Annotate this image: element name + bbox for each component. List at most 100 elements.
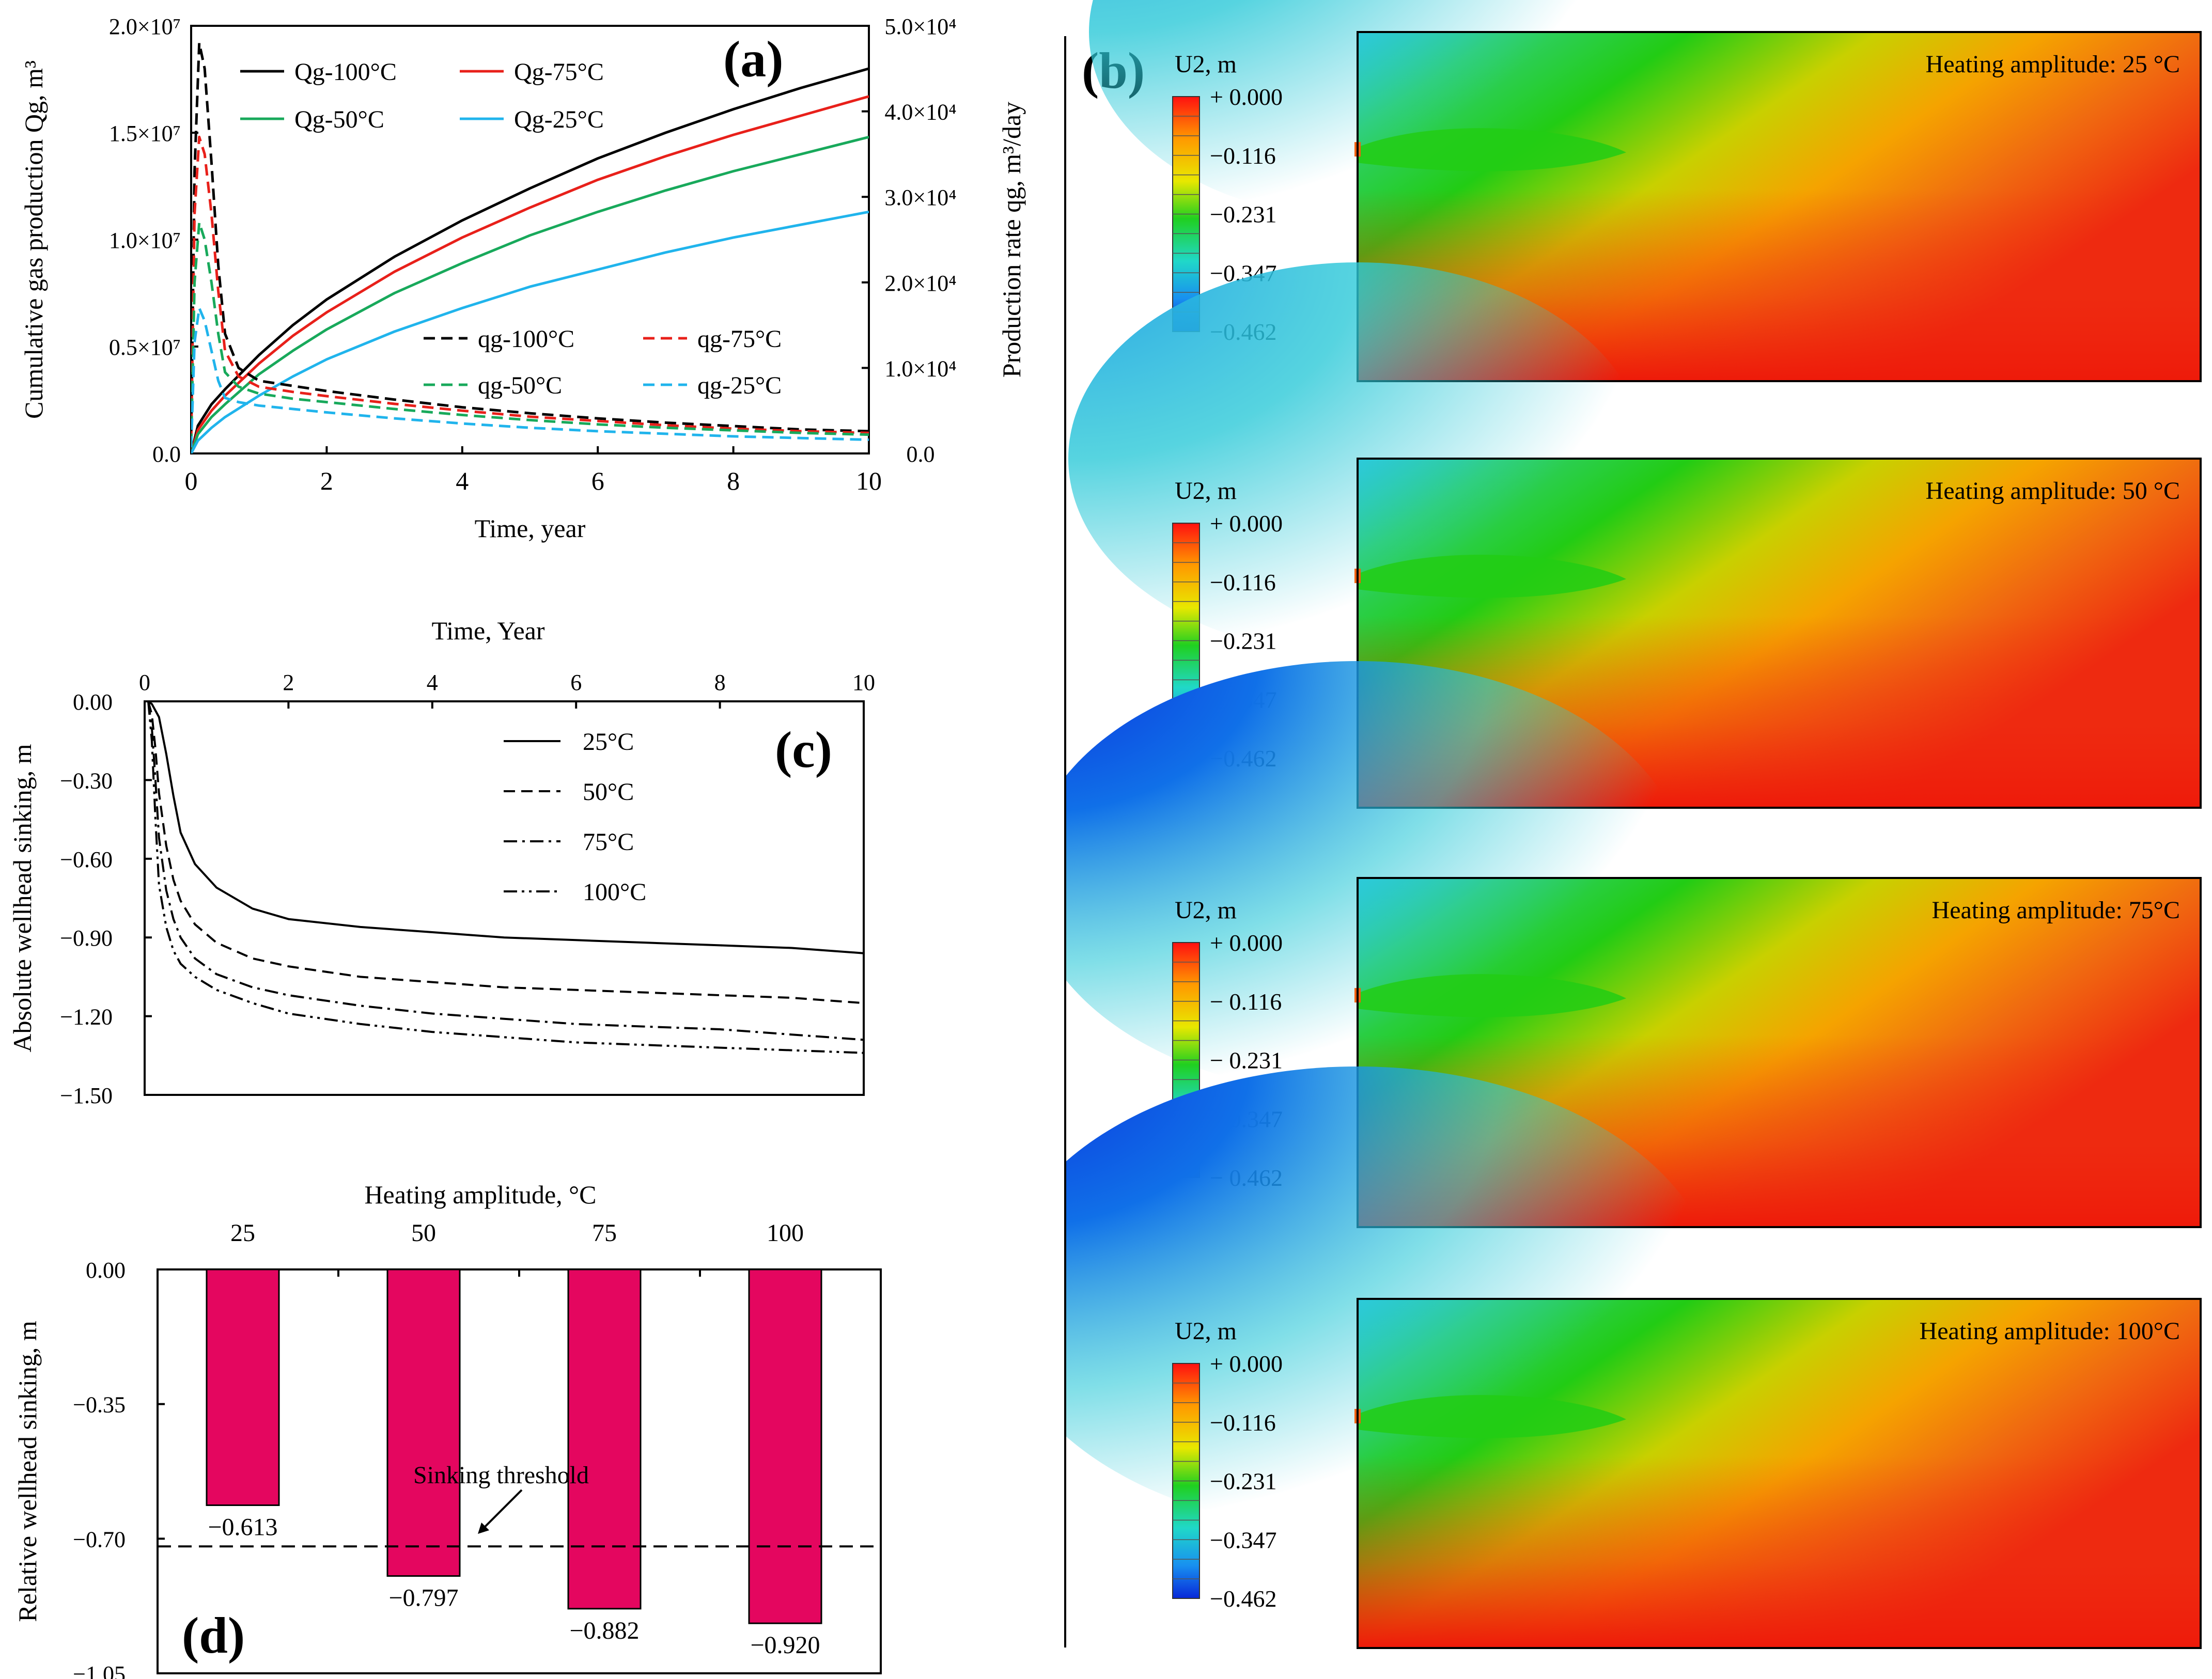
contour-green-lobe (1358, 1395, 1626, 1438)
chart-d-value-label: −0.920 (750, 1631, 820, 1659)
chart-d-value-label: −0.882 (569, 1617, 639, 1644)
legend-tick-label: −0.231 (1210, 1468, 1276, 1495)
chart-c-legend-label: 75°C (583, 828, 634, 856)
threshold-arrow-line (482, 1489, 523, 1530)
chart-c-ytick-label: −0.60 (60, 847, 113, 872)
chart-c-series-line (147, 701, 864, 1054)
legend-tick-label: −0.116 (1210, 143, 1276, 169)
chart-c: 0 2 4 6 8 10 0.00 −0.30 −0.60 −0.90 −1.20 −1.50 25°… (8, 616, 875, 1108)
chart-a-ylabel-right: Production rate qg, m³/day (997, 102, 1026, 378)
contour-frame (1357, 877, 2202, 1228)
contour-frame (1357, 31, 2202, 382)
legend-tick-label: −0.462 (1210, 1586, 1276, 1612)
chart-a-legend-label: Qg-100°C (294, 58, 397, 86)
chart-a-xtick-label: 6 (591, 466, 604, 495)
chart-a-series-line (191, 67, 869, 453)
chart-d-bar (567, 1268, 642, 1610)
contour-title: Heating amplitude: 50 °C (1926, 477, 2180, 505)
chart-d-bar (386, 1268, 461, 1577)
chart-c-series-line (147, 700, 864, 954)
legend-tick-label: −0.116 (1210, 569, 1276, 595)
chart-c-panel-label: (c) (775, 721, 832, 778)
legend-title: U2, m (1175, 51, 1237, 78)
chart-a-legend-label: qg-50°C (478, 372, 562, 399)
legend-tick-label: − 0.231 (1210, 1047, 1283, 1074)
chart-c-ytick-label: −1.20 (60, 1005, 113, 1030)
chart-c-ytick-label: −1.50 (60, 1083, 113, 1108)
chart-d-value-label: −0.613 (208, 1514, 277, 1541)
chart-c-series-line (147, 701, 864, 1005)
legend-tick-label: + 0.000 (1210, 930, 1283, 956)
chart-d-category-label: 25 (230, 1219, 255, 1247)
chart-a-legend-label: qg-100°C (478, 325, 574, 353)
legend-tick-label: −0.231 (1210, 628, 1276, 654)
panel-divider (1064, 36, 1066, 1647)
chart-c-xtick-label: 6 (570, 670, 582, 695)
contour-frame (1357, 458, 2202, 809)
chart-c-ytick-label: −0.90 (60, 925, 113, 951)
chart-c-frame (144, 700, 865, 1096)
chart-c-legend-label: 100°C (583, 878, 646, 906)
chart-d-bar (206, 1268, 280, 1507)
chart-a-ytick-left-label: 0.0 (152, 442, 181, 467)
chart-d-ytick-label: −0.35 (73, 1392, 126, 1418)
chart-c-legend-label: 50°C (583, 778, 634, 806)
chart-a-xtick-label: 2 (320, 466, 333, 495)
contour-title: Heating amplitude: 100°C (1920, 1317, 2180, 1345)
chart-a-series-line (191, 95, 869, 453)
chart-d-category-label: 75 (592, 1219, 617, 1247)
chart-a-ytick-right-label: 0.0 (907, 442, 935, 467)
legend-title: U2, m (1175, 1317, 1237, 1345)
chart-c-legend-label: 25°C (583, 728, 634, 756)
chart-d-panel-label: (d) (182, 1607, 245, 1664)
chart-d-ytick-label: −1.05 (73, 1661, 126, 1679)
legend-tick-label: −0.231 (1210, 201, 1276, 228)
chart-d-threshold-label: Sinking threshold (413, 1462, 589, 1489)
chart-d-ytick-label: −0.70 (73, 1527, 126, 1552)
contour-title: Heating amplitude: 25 °C (1926, 51, 2180, 78)
chart-a-series-line (191, 135, 869, 443)
chart-a-legend-label: qg-75°C (697, 325, 782, 353)
chart-a-ytick-left-label: 1.5×10⁷ (109, 121, 181, 146)
chart-d-category-label: 50 (411, 1219, 436, 1247)
legend-tick-label: −0.347 (1210, 1527, 1276, 1553)
chart-d: 0.00 −0.35 −0.70 −1.05 25 −0.613 50 −0.797 75 −0… (13, 1180, 882, 1679)
chart-d-bar (748, 1268, 822, 1624)
contour-title: Heating amplitude: 75°C (1932, 897, 2180, 924)
chart-a-legend-label: Qg-50°C (294, 106, 384, 133)
chart-c-ytick-label: 0.00 (73, 689, 113, 715)
chart-a-legend-label: qg-25°C (697, 372, 782, 399)
chart-d-xlabel: Heating amplitude, °C (364, 1180, 596, 1209)
chart-a-ytick-right-label: 1.0×10⁴ (884, 356, 956, 381)
contour-green-lobe (1358, 555, 1626, 598)
contour-map: Heating amplitude: 100°C U2, m + 0.000 −0.1… (1066, 1066, 2202, 1649)
chart-a-legend-label: Qg-75°C (514, 58, 604, 86)
chart-a: 0 2 4 6 8 10 0.0 0.5×10⁷ 1.0×10⁷ 1.5×10⁷ 2.0×10⁷ 0.… (19, 14, 1026, 543)
legend-tick-label: −0.116 (1210, 1409, 1276, 1436)
chart-a-ytick-left-label: 2.0×10⁷ (109, 14, 181, 39)
chart-a-xtick-label: 0 (185, 466, 198, 495)
chart-d-ylabel: Relative wellhead sinking, m (13, 1321, 42, 1622)
chart-d-value-label: −0.797 (388, 1584, 458, 1612)
threshold-arrow-head (478, 1523, 489, 1534)
chart-a-ytick-right-label: 2.0×10⁴ (884, 271, 956, 296)
chart-c-series-line (147, 701, 864, 1041)
chart-a-series-line (191, 221, 869, 445)
contour-green-lobe (1358, 974, 1626, 1017)
chart-a-ytick-right-label: 5.0×10⁴ (884, 14, 956, 39)
chart-c-xlabel: Time, Year (431, 616, 544, 645)
chart-a-legend-label: Qg-25°C (514, 106, 604, 133)
chart-d-category-label: 100 (767, 1219, 804, 1247)
chart-a-ytick-left-label: 0.5×10⁷ (109, 335, 181, 360)
chart-c-xtick-label: 2 (283, 670, 294, 695)
chart-a-series-line (191, 307, 869, 448)
chart-a-ytick-right-label: 3.0×10⁴ (884, 185, 956, 210)
legend-tick-label: + 0.000 (1210, 510, 1283, 537)
contour-frame (1357, 1298, 2202, 1649)
contour-green-lobe (1358, 128, 1626, 171)
chart-c-ylabel: Absolute wellhead sinking, m (8, 744, 37, 1052)
chart-c-xtick-label: 4 (427, 670, 438, 695)
chart-a-ytick-right-label: 4.0×10⁴ (884, 100, 956, 125)
chart-a-ytick-left-label: 1.0×10⁷ (109, 228, 181, 253)
chart-c-xtick-label: 0 (139, 670, 150, 695)
